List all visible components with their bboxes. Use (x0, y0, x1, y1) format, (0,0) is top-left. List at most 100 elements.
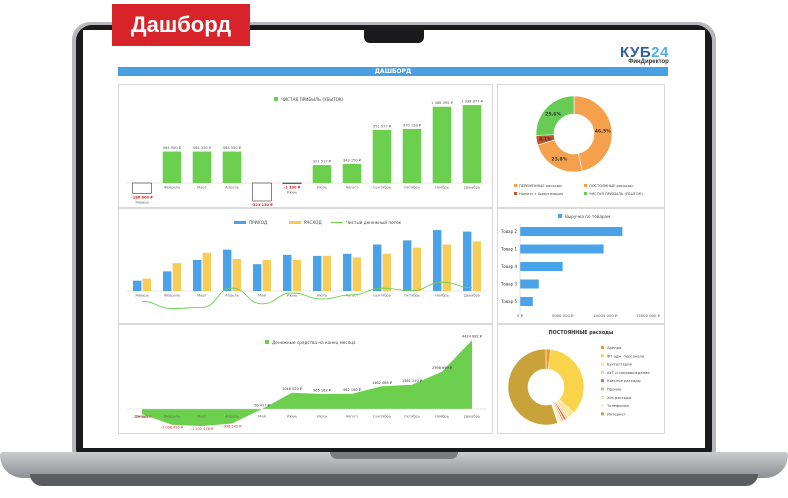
month-label: Ноябрь (435, 415, 449, 419)
month-label: Август (346, 294, 359, 298)
expense-bar (232, 258, 241, 291)
legend-label: Прочие (607, 388, 622, 392)
data-label: 564 550 ₽ (193, 146, 212, 150)
income-bar (253, 264, 262, 291)
month-label: Май (258, 415, 266, 419)
data-label: 564 550 ₽ (223, 146, 242, 150)
data-label: -1 102 478 ₽ (191, 427, 214, 431)
legend-swatch-income (234, 221, 246, 224)
legend-swatch (584, 192, 587, 195)
month-label: Октябрь (404, 294, 420, 298)
expense-bar (322, 255, 331, 291)
structure-slice (537, 139, 583, 173)
legend-label: ПОСТОЯННЫЕ расходы (589, 184, 633, 188)
income-bar (223, 249, 232, 291)
tick-label: 0 ₽ (517, 313, 524, 318)
product-bar (520, 244, 604, 254)
cashflow-chart-panel: ПРИХОД РАСХОД Чистый денежный поток Январь Ф… (118, 208, 493, 324)
data-label: -186 600 ₽ (131, 195, 153, 199)
income-bar (133, 280, 142, 291)
laptop-base-shadow (30, 474, 758, 486)
product-bar (520, 279, 539, 289)
slice-label: 25,6% (545, 111, 561, 117)
month-label: Январь (135, 415, 149, 419)
expense-bar (292, 260, 301, 291)
month-label: Март (197, 415, 207, 419)
legend-label: Налоги + Амортизация (519, 192, 563, 196)
month-label: Май (258, 294, 266, 298)
profit-chart: ЧИСТАЯ ПРИБЫЛЬ (УБЫТОК) -186 600 ₽Январь 5… (127, 97, 487, 212)
logo-main: КУБ (620, 44, 652, 61)
data-label: 4424 082 ₽ (462, 335, 483, 339)
legend-label: ЧИСТАЯ ПРИБЫЛЬ (УБЫТОК) (281, 97, 344, 102)
legend-label: ПРИХОД (249, 220, 268, 225)
expense-bar (442, 244, 451, 291)
chart-title: ПОСТОЯННЫЕ расходы (549, 330, 614, 336)
expense-bar (172, 263, 181, 291)
fixed-slice (507, 348, 559, 426)
data-label: 2398 999 ₽ (432, 366, 453, 370)
month-label: Ноябрь (435, 294, 449, 298)
structure-donut-panel: 46,5% 23,8% 4,1% 25,6% ПЕРЕМЕННЫЕ расходы ПОС… (497, 84, 665, 208)
profit-bar (312, 165, 332, 183)
camera-notch (364, 30, 424, 43)
month-label: Сентябрь (373, 294, 391, 298)
laptop-hinge (330, 452, 458, 459)
legend-label: Выручка по товарам (565, 214, 610, 219)
data-label: -1 008 490 ₽ (161, 426, 184, 430)
slice-label: 23,8% (551, 157, 567, 163)
month-label: Декабрь (464, 294, 480, 298)
slice-label: 4,1% (539, 136, 552, 142)
profit-chart-panel: ЧИСТАЯ ПРИБЫЛЬ (УБЫТОК) -186 600 ₽ Январь 5… (118, 84, 493, 212)
data-label: 1 398 877 ₽ (461, 100, 483, 104)
tick-label: 10000 000 ₽ (593, 313, 618, 318)
data-label: 951 977 ₽ (373, 124, 392, 128)
legend-label: Ком-нье расходы (607, 379, 641, 383)
expense-bar (202, 252, 211, 291)
category-label: Товар 3 (500, 282, 518, 287)
data-label: 1561 210 ₽ (402, 379, 423, 383)
income-bar (313, 255, 322, 291)
logo: КУБ24 ФинДиректор (620, 44, 669, 65)
data-label: -928 145 ₽ (222, 424, 242, 428)
profit-bar (402, 128, 422, 183)
legend-swatch (558, 214, 562, 218)
data-label: -329 860 ₽ (132, 415, 152, 419)
legend-swatch (601, 412, 604, 416)
month-label: Сентябрь (373, 186, 391, 190)
legend-label: Чистый денежный поток (346, 220, 402, 225)
expense-bar (382, 253, 391, 291)
month-label: Июнь (287, 294, 297, 298)
month-label: Январь (135, 294, 149, 298)
legend-swatch (601, 370, 604, 374)
data-label: 982 190 ₽ (343, 388, 362, 392)
expense-bar (412, 247, 421, 291)
tick-label: 5000 000 ₽ (552, 313, 574, 318)
legend-label: ЧИСТАЯ ПРИБЫЛЬ (УБЫТОК) (589, 192, 643, 196)
legend-swatch (601, 346, 604, 349)
data-label: 1462 069 ₽ (372, 381, 393, 385)
data-label: -323 130 ₽ (251, 203, 273, 207)
month-label: Октябрь (404, 415, 420, 419)
month-label: Февраль (164, 186, 180, 190)
expense-bar (472, 241, 481, 291)
income-bar (403, 240, 412, 291)
balance-area (142, 340, 472, 427)
net-flow-line (141, 281, 473, 310)
month-label: Апрель (225, 294, 239, 298)
profit-bar (432, 106, 452, 183)
legend-label: Аренда (607, 346, 621, 350)
product-bar (520, 262, 563, 271)
income-bar (163, 271, 172, 291)
expense-bar (262, 260, 271, 291)
month-label: Июнь (287, 415, 297, 419)
month-label: Февраль (164, 294, 180, 298)
category-label: Товар 4 (500, 264, 518, 269)
data-label: 50 417 ₽ (254, 404, 270, 408)
legend-swatch (265, 340, 269, 344)
legend-label: ПЕРЕМЕННЫЕ расходы (519, 184, 562, 188)
legend-swatch (601, 404, 604, 408)
month-label: Октябрь (404, 186, 420, 190)
legend-label: Денежные средства на конец месяца (272, 340, 356, 345)
tick-label: 15000 000 ₽ (636, 313, 661, 318)
